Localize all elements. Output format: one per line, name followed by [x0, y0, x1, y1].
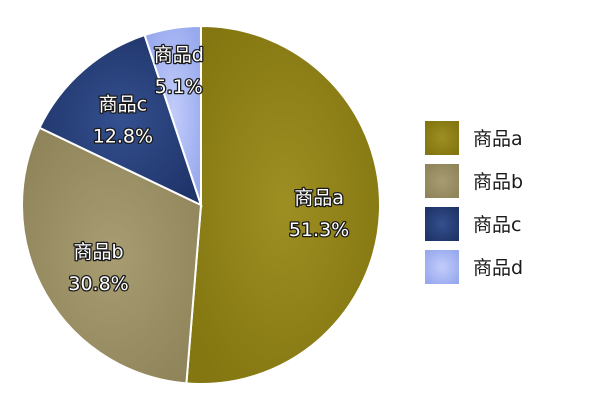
slice-percent-label-3: 5.1%	[155, 76, 203, 98]
pie-slices	[21, 24, 381, 385]
slice-category-label-3: 商品d	[154, 44, 204, 66]
slice-percent-label-1: 30.8%	[68, 273, 128, 295]
legend-label-2: 商品c	[473, 214, 521, 236]
legend-swatch-1	[425, 164, 459, 198]
pie-data-labels: 商品a 51.3% 商品b 30.8% 商品c 12.8% 商品d 5.1%	[67, 43, 350, 296]
slice-percent-label-0: 51.3%	[289, 219, 349, 241]
legend-label-0: 商品a	[473, 128, 523, 150]
legend-swatch-3	[425, 250, 459, 284]
pie-slice-0	[185, 24, 381, 385]
legend-swatch-0	[425, 121, 459, 155]
slice-percent-label-2: 12.8%	[93, 125, 153, 147]
slice-category-label-2: 商品c	[99, 93, 147, 115]
pie-slice-2	[38, 33, 203, 207]
pie-slice-1	[21, 126, 203, 385]
slice-category-label-1: 商品b	[74, 241, 124, 263]
legend-label-3: 商品d	[473, 257, 523, 279]
legend-label-1: 商品b	[473, 171, 523, 193]
legend: 商品a 商品b 商品c 商品d	[425, 121, 523, 284]
legend-swatch-2	[425, 207, 459, 241]
slice-category-label-0: 商品a	[294, 187, 344, 209]
pie-slice-3	[143, 24, 202, 206]
